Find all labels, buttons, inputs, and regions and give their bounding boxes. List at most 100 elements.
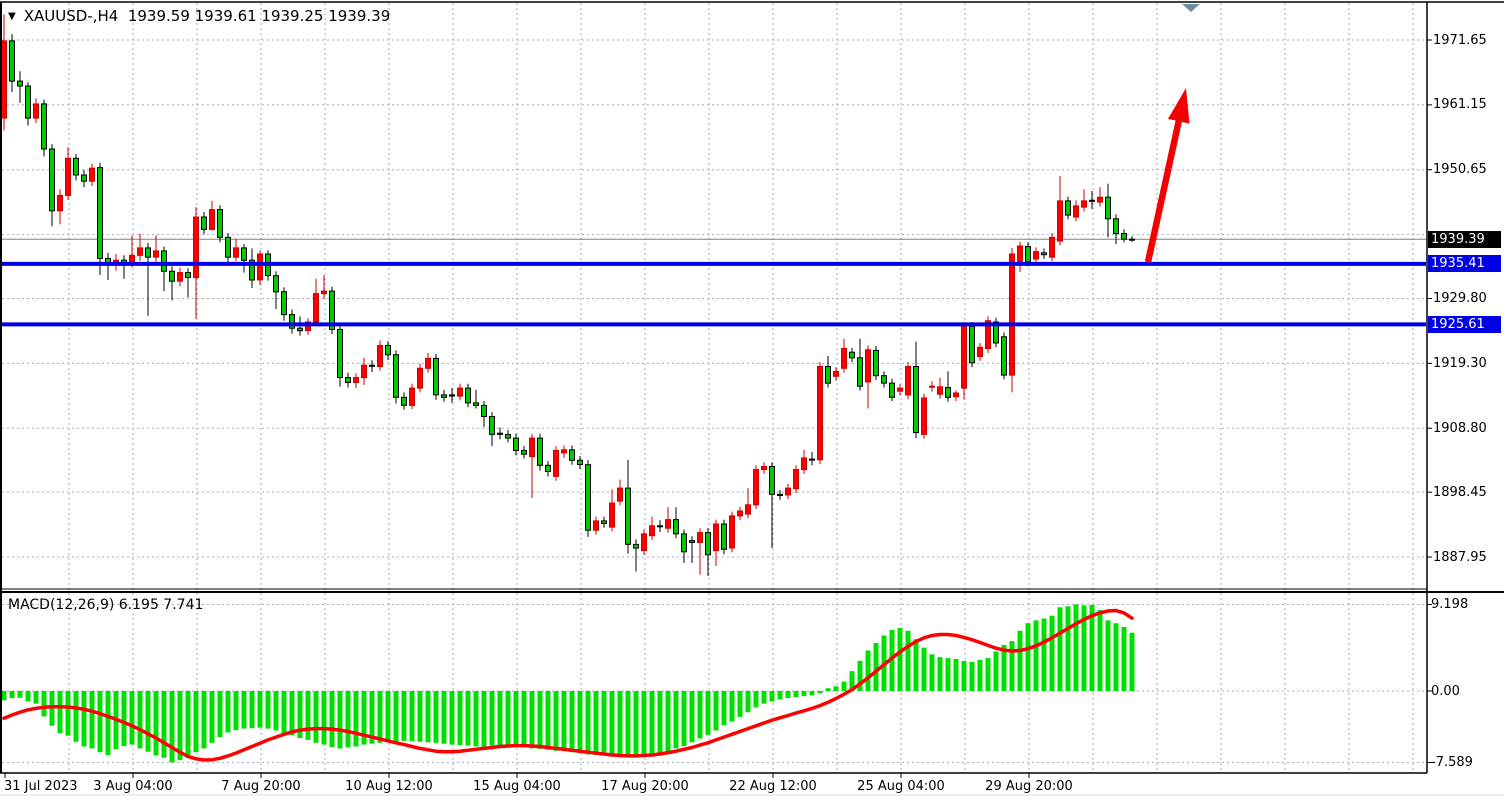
candle-up [985, 320, 991, 350]
macd-histogram-bar [657, 691, 663, 754]
candle-up [905, 366, 911, 396]
level-line-price-tag: 1925.61 [1428, 315, 1501, 333]
macd-histogram-bar [409, 691, 415, 742]
macd-histogram-bar [761, 691, 767, 704]
candle-up [697, 532, 703, 543]
candle-up [257, 253, 263, 281]
macd-histogram-bar [537, 691, 543, 749]
macd-histogram-bar [193, 691, 199, 753]
candle-down [657, 525, 663, 528]
macd-histogram-bar [737, 691, 743, 717]
price-axis-label: 1887.95 [1433, 549, 1487, 565]
candle-down [481, 404, 487, 417]
candle-down [889, 382, 895, 398]
candle-down [329, 290, 335, 330]
price-axis-label: 1950.65 [1433, 162, 1487, 178]
candle-down [1025, 246, 1031, 263]
candle-up [137, 247, 143, 256]
candle-up [1073, 205, 1079, 218]
level-line-price-tag: 1935.41 [1428, 255, 1501, 273]
candle-down [225, 236, 231, 258]
macd-histogram-bar [185, 691, 191, 758]
macd-histogram-bar [289, 691, 295, 736]
candle-up [65, 157, 71, 196]
trend-arrow-head[interactable] [1167, 88, 1190, 124]
macd-histogram-bar [561, 691, 567, 752]
price-axis-label: 1919.30 [1433, 355, 1487, 371]
macd-histogram-bar [1105, 620, 1111, 691]
candle-up [929, 385, 935, 388]
trend-arrow-shaft[interactable] [1144, 114, 1184, 263]
candle-down [873, 349, 879, 377]
candle-down [473, 402, 479, 406]
candle-down [777, 493, 783, 496]
macd-histogram-bar [809, 691, 815, 696]
macd-histogram-bar [1049, 615, 1055, 691]
price-axis-label: 1908.80 [1433, 420, 1487, 436]
candle-up [897, 387, 903, 392]
candle-down [1113, 218, 1119, 235]
candle-up [457, 387, 463, 397]
time-axis-label: 10 Aug 12:00 [345, 779, 433, 794]
macd-histogram-bar [953, 659, 959, 691]
candle-down [825, 366, 831, 384]
candle-up [761, 466, 767, 471]
candle-down [145, 247, 151, 258]
macd-histogram-bar [273, 691, 279, 731]
candle-up [785, 487, 791, 496]
candle-up [33, 103, 39, 119]
candle-down [809, 458, 815, 461]
macd-histogram-bar [817, 691, 823, 694]
macd-histogram-bar [25, 691, 31, 702]
macd-histogram-bar [417, 691, 423, 742]
candle-down [273, 275, 279, 293]
macd-histogram-bar [609, 691, 615, 756]
macd-histogram-bar [297, 691, 303, 738]
macd-histogram-bar [569, 691, 575, 753]
macd-histogram-bar [905, 630, 911, 691]
macd-histogram-bar [801, 691, 807, 697]
macd-histogram-bar [449, 691, 455, 745]
macd-histogram-bar [41, 691, 47, 717]
candle-up [529, 437, 535, 458]
time-axis-label: 25 Aug 04:00 [857, 779, 945, 794]
macd-histogram-bar [521, 691, 527, 748]
ohlc-values: 1939.59 1939.61 1939.25 1939.39 [127, 7, 391, 25]
macd-histogram-bar [921, 647, 927, 691]
macd-histogram-bar [201, 691, 207, 749]
candle-up [801, 457, 807, 471]
candle-down [585, 464, 591, 531]
candle-down [705, 532, 711, 556]
candle-down [249, 259, 255, 281]
candle-down [441, 394, 447, 398]
candle-down [601, 520, 607, 524]
macd-histogram-bar [849, 671, 855, 691]
macd-histogram-bar [1129, 632, 1135, 691]
candle-down [489, 416, 495, 435]
candle-up [321, 290, 327, 295]
macd-histogram-bar [465, 691, 471, 746]
macd-histogram-bar [457, 691, 463, 746]
candle-up [793, 469, 799, 490]
candle-down [401, 396, 407, 406]
candle-down [769, 466, 775, 495]
macd-histogram-bar [841, 681, 847, 691]
macd-histogram-bar [249, 691, 255, 729]
macd-histogram-bar [1057, 607, 1063, 691]
candle-down [73, 157, 79, 176]
macd-histogram-bar [937, 657, 943, 691]
candle-down [513, 437, 519, 452]
candle-down [1089, 199, 1095, 202]
macd-histogram-bar [217, 691, 223, 738]
dropdown-triangle-icon[interactable]: ▼ [8, 11, 16, 22]
macd-histogram-bar [545, 691, 551, 750]
macd-histogram-bar [153, 691, 159, 756]
macd-axis-label: 9.198 [1431, 596, 1469, 612]
macd-histogram-bar [225, 691, 231, 733]
chart-shift-triangle-icon[interactable] [1182, 4, 1200, 12]
candle-up [665, 519, 671, 529]
macd-histogram-bar [673, 691, 679, 749]
candle-up [1, 40, 7, 119]
macd-histogram-bar [1121, 627, 1127, 691]
macd-axis-label: 0.00 [1431, 683, 1460, 699]
